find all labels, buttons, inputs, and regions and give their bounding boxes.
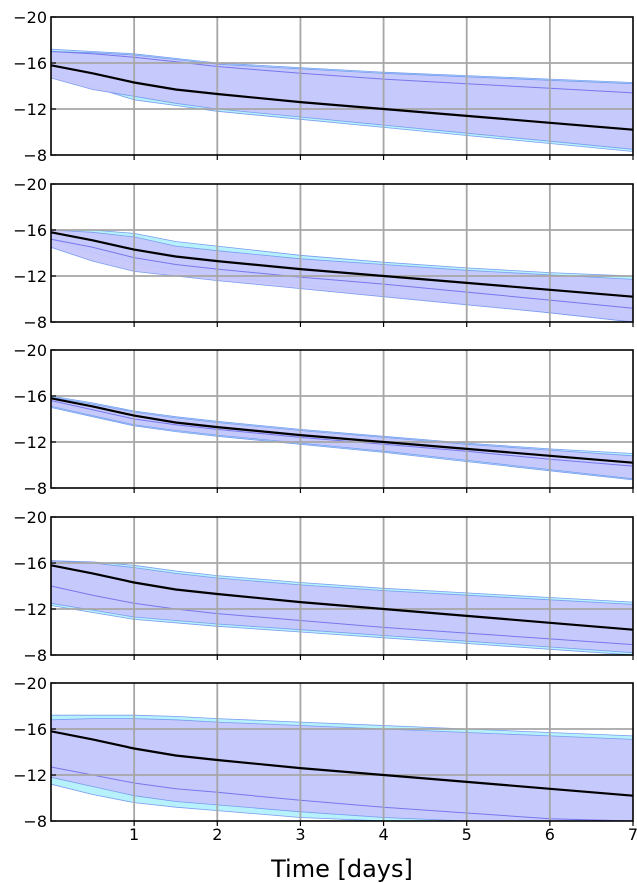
y-tick-label: −20 xyxy=(13,674,47,693)
panels: −8 −12 −16 −20 −8 −12 −16 −20 −8 −12 −16 −20 −8 −12 −1… xyxy=(13,8,637,844)
y-tick-label: −8 xyxy=(23,479,47,498)
y-tick-label: −16 xyxy=(13,554,47,573)
y-tick-label: −16 xyxy=(13,221,47,240)
y-tick-label: −16 xyxy=(13,387,47,406)
inner-model-line xyxy=(51,400,633,467)
y-tick-label: −20 xyxy=(13,341,47,360)
x-tick-label: 3 xyxy=(295,825,305,844)
panel-frame xyxy=(50,16,634,156)
panel-4: −8 −12 −16 −20 xyxy=(13,508,634,665)
y-tick-label: −12 xyxy=(13,600,47,619)
y-tick-label: −12 xyxy=(13,433,47,452)
panel-3: −8 −12 −16 −20 xyxy=(13,341,634,498)
panel-frame xyxy=(50,349,634,489)
x-tick-label: 5 xyxy=(462,825,472,844)
plot-area xyxy=(51,517,633,655)
y-tick-label: −16 xyxy=(13,720,47,739)
uncertainty-band-2 xyxy=(51,718,633,821)
inner-model-line xyxy=(51,51,633,94)
panel-1: −8 −12 −16 −20 xyxy=(13,8,634,165)
median-line xyxy=(51,64,633,131)
y-tick-label: −12 xyxy=(13,100,47,119)
x-tick-label: 4 xyxy=(378,825,388,844)
y-tick-label: −8 xyxy=(23,313,47,332)
x-tick-label: 6 xyxy=(545,825,555,844)
plot-area xyxy=(51,184,633,322)
plot-area xyxy=(51,683,633,821)
y-tick-label: −16 xyxy=(13,54,47,73)
inner-model-line xyxy=(51,766,633,821)
y-tick-label: −20 xyxy=(13,8,47,27)
plot-area xyxy=(51,17,633,155)
y-tick-label: −8 xyxy=(23,812,47,831)
uncertainty-band-2 xyxy=(51,51,633,150)
median-line xyxy=(51,397,633,464)
inner-model-line xyxy=(51,585,633,646)
y-tick-label: −20 xyxy=(13,508,47,527)
median-line xyxy=(51,730,633,797)
panel-frame xyxy=(50,516,634,656)
y-tick-label: −12 xyxy=(13,267,47,286)
panel-frame xyxy=(50,682,634,822)
panel-frame xyxy=(50,183,634,323)
y-tick-label: −8 xyxy=(23,646,47,665)
x-axis-label: Time [days] xyxy=(270,855,413,883)
x-tick-label: 2 xyxy=(212,825,222,844)
x-tick-label: 7 xyxy=(628,825,637,844)
panel-2: −8 −12 −16 −20 xyxy=(13,175,634,332)
x-tick-label: 1 xyxy=(129,825,139,844)
uncertainty-band-2 xyxy=(51,560,633,654)
inner-model-line xyxy=(51,238,633,309)
y-tick-label: −12 xyxy=(13,766,47,785)
median-line xyxy=(51,231,633,298)
median-line xyxy=(51,564,633,631)
y-tick-label: −8 xyxy=(23,146,47,165)
plot-area xyxy=(51,350,633,488)
panel-5: −8 −12 −16 −20 1 2 3 4 5 6 7 xyxy=(13,674,637,844)
y-tick-label: −20 xyxy=(13,175,47,194)
